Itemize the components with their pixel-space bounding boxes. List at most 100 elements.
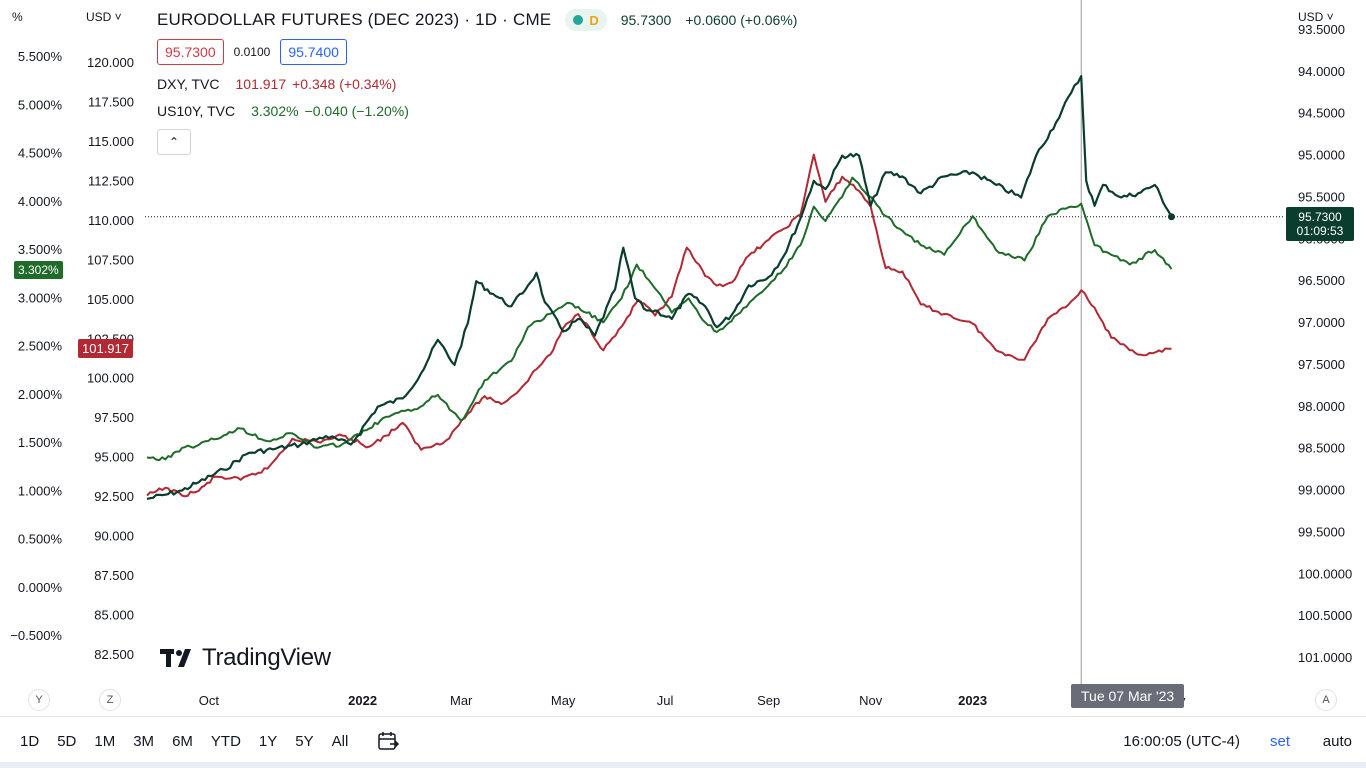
percent-tick-label: 2.500%: [18, 339, 63, 354]
dxy-tick-label: 120.000: [87, 55, 134, 70]
crosshair-date-badge: Tue 07 Mar '23: [1071, 684, 1185, 708]
dxy-axis: 120.000 117.500 115.000 112.500 110.000 107.5…: [87, 55, 134, 662]
percent-tick-label: 5.500%: [18, 49, 63, 64]
ask-price-box[interactable]: 95.7400: [280, 39, 347, 65]
series-line-us10y[interactable]: [146, 176, 1173, 462]
us10y-legend-label: US10Y, TVC: [157, 103, 236, 119]
percent-tick-label: −0.500%: [10, 628, 62, 643]
price-tick-label: 97.0000: [1298, 315, 1345, 330]
tradingview-logo-text: TradingView: [202, 644, 331, 671]
symbol-title[interactable]: EURODOLLAR FUTURES (DEC 2023) · 1D · CME: [157, 10, 552, 29]
percent-tick-label: 0.500%: [18, 532, 63, 547]
time-tick-label: Mar: [450, 693, 473, 708]
price-tick-label: 94.0000: [1298, 64, 1345, 79]
left-currency-select[interactable]: USD ˅: [86, 10, 122, 24]
corner-y-button[interactable]: Y: [28, 689, 50, 711]
price-tick-label: 98.0000: [1298, 399, 1345, 414]
dxy-tick-label: 90.000: [94, 529, 134, 544]
bid-price-box[interactable]: 95.7300: [157, 39, 224, 65]
time-tick-label: Sep: [757, 693, 780, 708]
tradingview-logo-icon: [160, 649, 191, 667]
dxy-legend-value: 101.917: [235, 76, 287, 92]
dxy-tick-label: 100.000: [87, 371, 134, 386]
market-status-pill[interactable]: D: [565, 9, 607, 31]
range-1d-button[interactable]: 1D: [20, 732, 40, 750]
calendar-range-icon[interactable]: [378, 731, 400, 751]
percent-tick-label: 4.000%: [18, 194, 63, 209]
us10y-legend-value: 3.302%: [251, 103, 299, 119]
range-5d-button[interactable]: 5D: [57, 732, 77, 750]
time-tick-label: Nov: [859, 693, 883, 708]
bottom-toolbar: 1D 5D 1M 3M 6M YTD 1Y 5Y All 16:00:05 (U…: [0, 716, 1366, 765]
price-tick-label: 94.5000: [1298, 106, 1345, 121]
price-tick-label: 95.5000: [1298, 189, 1345, 204]
time-tick-label: Oct: [199, 693, 220, 708]
footer-strip: [0, 762, 1366, 768]
range-1m-button[interactable]: 1M: [94, 732, 116, 750]
price-tick-label: 98.5000: [1298, 441, 1345, 456]
percent-tick-label: 4.500%: [18, 146, 63, 161]
chart-legend: EURODOLLAR FUTURES (DEC 2023) · 1D · CME…: [157, 8, 797, 155]
percent-tick-label: 3.500%: [18, 242, 63, 257]
spread-value: 0.0100: [233, 45, 271, 59]
dxy-price-badge: 101.917: [78, 339, 133, 358]
price-tick-label: 101.0000: [1298, 650, 1352, 665]
time-tick-label: 2022: [348, 693, 377, 708]
percent-unit-label: %: [12, 10, 23, 24]
scale-auto-button[interactable]: auto: [1322, 732, 1352, 750]
dxy-tick-label: 117.500: [88, 94, 134, 109]
range-6m-button[interactable]: 6M: [172, 732, 193, 750]
price-tick-label: 99.0000: [1298, 483, 1345, 498]
price-tick-label: 96.5000: [1298, 273, 1345, 288]
range-all-button[interactable]: All: [331, 732, 349, 750]
percent-tick-label: 2.000%: [18, 387, 63, 402]
time-axis: Oct2022MarMayJulSepNov2023May: [199, 693, 1186, 708]
dxy-legend-change: +0.348 (+0.34%): [292, 76, 397, 92]
right-currency-select[interactable]: USD ˅: [1298, 10, 1334, 24]
scale-set-button[interactable]: set: [1269, 732, 1290, 750]
price-tick-label: 99.5000: [1298, 524, 1345, 539]
percent-axis: 5.500% 5.000% 4.500% 4.000% 3.500% 3.000% 2.50…: [10, 49, 62, 643]
dxy-tick-label: 107.500: [87, 252, 134, 267]
corner-a-button[interactable]: A: [1315, 689, 1337, 711]
last-price-value: 95.7300: [1298, 210, 1342, 224]
us10y-price-badge: 3.302%: [14, 261, 63, 279]
range-ytd-button[interactable]: YTD: [210, 732, 241, 750]
series-line-main[interactable]: [146, 75, 1173, 500]
price-tick-label: 93.5000: [1298, 22, 1345, 37]
series-layer: [146, 75, 1175, 500]
range-1y-button[interactable]: 1Y: [258, 732, 278, 750]
market-open-dot-icon: [573, 15, 584, 25]
header-change: +0.0600 (+0.06%): [685, 12, 798, 28]
price-tick-label: 95.0000: [1298, 148, 1345, 163]
dxy-tick-label: 87.500: [94, 568, 134, 583]
percent-tick-label: 1.000%: [18, 483, 63, 498]
percent-tick-label: 0.000%: [18, 580, 63, 595]
timezone-clock[interactable]: 16:00:05 (UTC-4): [1123, 732, 1240, 750]
time-tick-label: May: [551, 693, 576, 708]
price-tick-label: 100.0000: [1298, 566, 1352, 581]
us10y-legend-row[interactable]: US10Y, TVC 3.302% −0.040 (−1.20%): [157, 103, 797, 119]
tradingview-logo[interactable]: TradingView: [160, 644, 331, 672]
us10y-legend-change: −0.040 (−1.20%): [304, 103, 409, 119]
dxy-tick-label: 112.500: [88, 173, 134, 188]
dxy-tick-label: 82.500: [94, 647, 134, 662]
dxy-legend-row[interactable]: DXY, TVC 101.917 +0.348 (+0.34%): [157, 76, 797, 92]
range-3m-button[interactable]: 3M: [133, 732, 155, 750]
delayed-badge: D: [589, 12, 599, 28]
dxy-tick-label: 95.000: [94, 450, 134, 465]
dxy-tick-label: 115.000: [88, 134, 134, 149]
dxy-tick-label: 110.000: [88, 213, 134, 228]
dxy-tick-label: 105.000: [87, 292, 134, 307]
price-tick-label: 97.5000: [1298, 357, 1345, 372]
dxy-tick-label: 92.500: [94, 489, 134, 504]
collapse-legend-button[interactable]: ⌃: [157, 129, 191, 155]
percent-tick-label: 3.000%: [18, 290, 63, 305]
header-price: 95.7300: [620, 12, 672, 28]
range-5y-button[interactable]: 5Y: [295, 732, 314, 750]
last-price-dot: [1167, 213, 1175, 221]
dxy-tick-label: 97.500: [94, 410, 134, 425]
percent-tick-label: 1.500%: [18, 435, 63, 450]
corner-z-button[interactable]: Z: [99, 689, 121, 711]
